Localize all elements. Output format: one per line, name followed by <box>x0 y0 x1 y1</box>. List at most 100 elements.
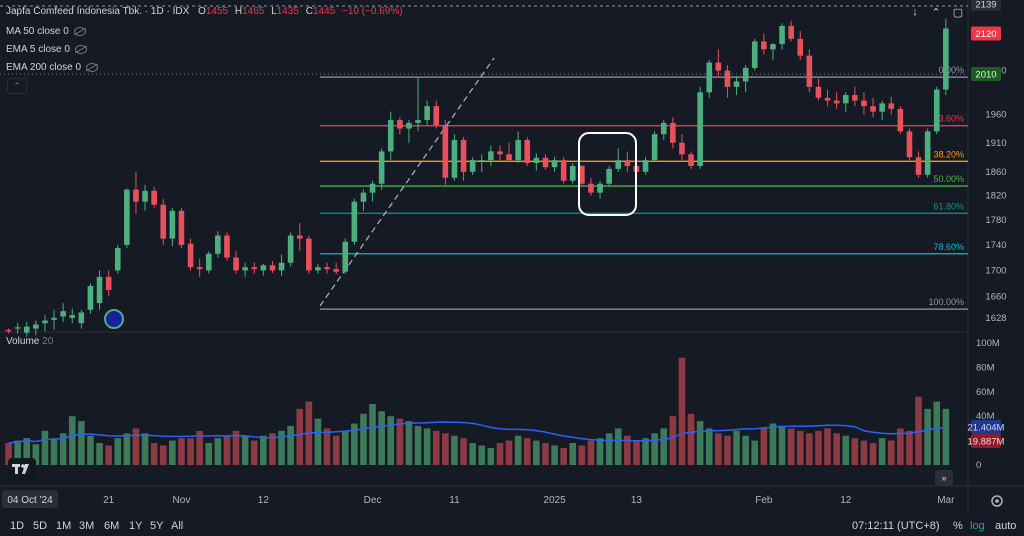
legend-separator: · <box>142 6 151 17</box>
volume-label: Volume <box>6 336 40 347</box>
volume-bar <box>942 408 950 465</box>
candle-body <box>524 139 531 164</box>
volume-bar <box>287 425 294 465</box>
interval-label[interactable]: 1D <box>150 6 164 17</box>
candle-body <box>724 70 731 87</box>
candle <box>670 117 676 149</box>
candle <box>424 100 430 126</box>
percent-toggle[interactable]: % <box>953 520 963 532</box>
range-6m[interactable]: 6M <box>104 520 120 532</box>
indicator-ma50[interactable]: MA 50 close 0 <box>6 26 86 37</box>
candle <box>224 232 230 261</box>
scroll-to-realtime-button[interactable]: » <box>935 470 953 486</box>
candle <box>306 235 312 274</box>
candle <box>260 263 267 276</box>
candle <box>542 154 549 170</box>
candle <box>597 180 603 199</box>
auto-toggle[interactable]: auto <box>995 520 1017 532</box>
candle <box>324 262 330 274</box>
open-label: O <box>198 6 206 17</box>
visibility-off-icon[interactable] <box>86 62 99 72</box>
candle <box>579 164 585 185</box>
candle-body <box>151 190 157 205</box>
range-1m[interactable]: 1M <box>56 520 72 532</box>
time-tick-label: 12 <box>840 495 852 506</box>
volume-bar <box>897 428 904 465</box>
candle-body <box>424 106 430 121</box>
trend-line[interactable] <box>319 57 495 307</box>
candle-body <box>169 210 176 239</box>
indicator-ema5[interactable]: EMA 5 close 0 <box>6 44 87 55</box>
candle-body <box>824 97 831 101</box>
price-tick-label: 1820 <box>985 191 1006 202</box>
indicator-ema200[interactable]: EMA 200 close 0 <box>6 62 99 73</box>
volume-bar <box>724 435 731 465</box>
tradingview-logo[interactable] <box>8 458 36 480</box>
fib-level-label: 50.00% <box>933 174 964 184</box>
selection-rectangle[interactable] <box>578 132 637 216</box>
price-axis[interactable]: 1628166017001740178018201860191019602040 <box>985 66 1006 324</box>
candle <box>897 106 904 135</box>
candle <box>460 137 467 181</box>
volume-badge-last-text: 19.887M <box>968 437 1005 448</box>
volume-legend[interactable]: Volume 20 <box>6 336 53 347</box>
range-5d[interactable]: 5D <box>33 520 48 532</box>
candle <box>451 134 458 181</box>
volume-axis[interactable]: 020M40M60M80M100M <box>976 338 1000 471</box>
collapse-up-icon[interactable]: ⌃ <box>931 7 941 19</box>
volume-bar <box>332 435 340 465</box>
volume-bar <box>41 430 49 465</box>
fibonacci-retracement[interactable]: 0.00% 23.60% 38.20% 50.00% 61.80% 78.60% 100.0… <box>320 65 968 310</box>
fib-level-label: 23.60% <box>933 114 964 124</box>
volume-bar <box>96 443 103 465</box>
price-badge-current-text: 2010 <box>975 70 996 81</box>
log-toggle[interactable]: log <box>970 520 985 532</box>
range-1d[interactable]: 1D <box>10 520 25 532</box>
candle-body <box>296 235 303 239</box>
candle <box>852 86 858 107</box>
candle-body <box>688 154 694 166</box>
price-badge-last: 2120 <box>971 26 1001 41</box>
volume-badge-ma-bg <box>971 420 1001 434</box>
volume-bar <box>478 445 486 465</box>
visibility-off-icon[interactable] <box>73 26 86 36</box>
time-axis[interactable]: 04 Oct '24 21 Nov 12 Dec 11 2025 13 Feb 12 Mar <box>2 490 955 508</box>
candle <box>833 92 840 109</box>
candle <box>688 151 694 169</box>
candle <box>205 251 212 274</box>
volume-bar <box>232 430 240 465</box>
volume-bar <box>514 435 522 465</box>
range-3m[interactable]: 3M <box>79 520 95 532</box>
fib-level-label: 0.00% <box>938 65 964 75</box>
price-badge-top-text: 2139 <box>975 0 996 11</box>
volume-bar <box>396 418 404 465</box>
candle-body <box>670 122 676 143</box>
low-label: L <box>271 6 277 17</box>
volume-bar <box>806 433 813 465</box>
fib-level-label: 78.60% <box>933 242 964 252</box>
volume-bar <box>560 447 567 465</box>
blue-marker[interactable] <box>104 309 124 329</box>
maximize-icon[interactable]: ▢ <box>952 7 964 19</box>
range-1y[interactable]: 1Y <box>129 520 143 532</box>
symbol-name[interactable]: Japfa Comfeed Indonesia Tbk. <box>6 6 143 17</box>
visibility-off-icon[interactable] <box>74 44 87 54</box>
price-tick-label: 1860 <box>985 167 1006 178</box>
range-all[interactable]: All <box>171 520 184 532</box>
candle-body <box>706 62 713 93</box>
legend-separator: · <box>163 6 173 17</box>
volume-bar <box>587 440 595 465</box>
candle-body <box>533 157 540 164</box>
clock[interactable]: 07:12:11 (UTC+8) <box>852 520 940 532</box>
volume-bar <box>214 438 222 465</box>
candle <box>615 148 622 172</box>
settings-gear-icon[interactable] <box>991 495 1003 507</box>
candle-body <box>306 238 312 271</box>
range-5y[interactable]: 5Y <box>150 520 164 532</box>
candle <box>806 49 813 93</box>
collapse-legend-button[interactable]: ⌃ <box>7 78 27 94</box>
candle <box>233 251 239 274</box>
download-icon[interactable]: ↓ <box>912 6 918 18</box>
volume-bar <box>842 435 850 465</box>
